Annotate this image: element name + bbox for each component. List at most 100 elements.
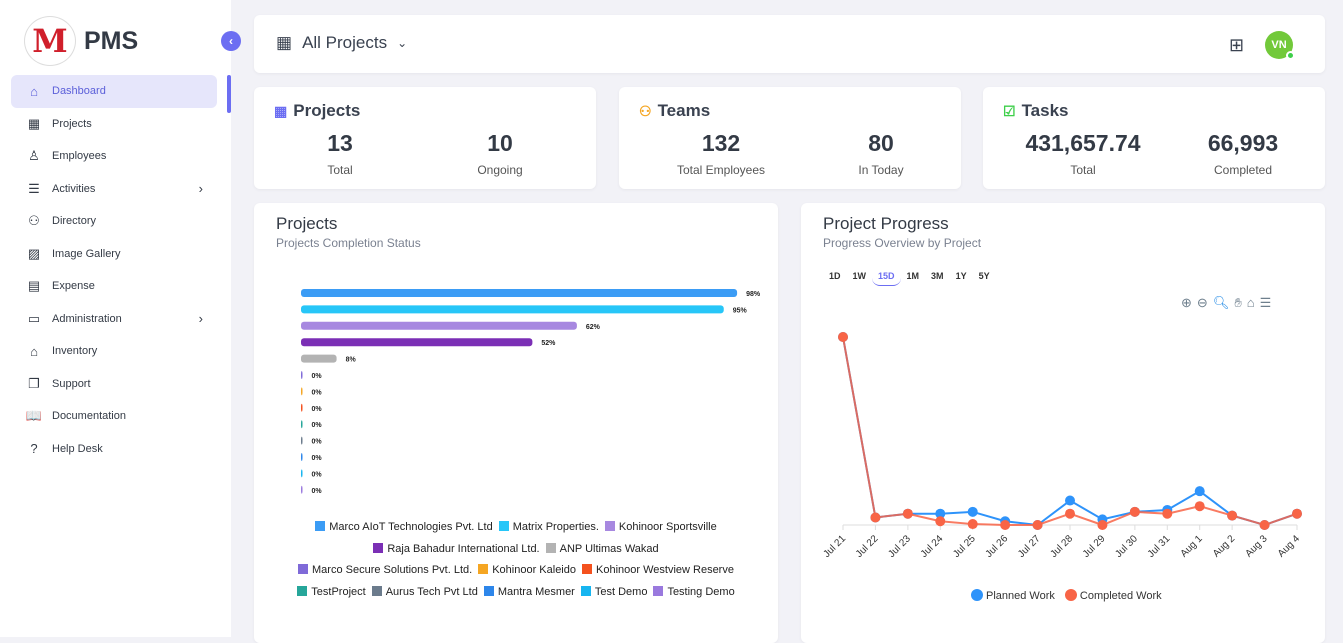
sidebar-nav: ⌂ Dashboard ▦ Projects ♙ Employees ☰ Activities…: [11, 75, 217, 465]
legend-label: Matrix Properties.: [512, 521, 599, 533]
data-point[interactable]: [838, 332, 848, 342]
data-point[interactable]: [1259, 520, 1270, 530]
range-1y[interactable]: 1Y: [955, 271, 967, 281]
sidebar-item-label: Support: [52, 377, 91, 390]
legend-item[interactable]: Kohinoor Kaleido: [478, 560, 576, 582]
data-point[interactable]: [902, 508, 913, 519]
reset-home-icon[interactable]: ⌂: [1246, 295, 1255, 310]
sidebar-item-label: Employees: [52, 150, 107, 163]
users-icon: ⚇: [28, 213, 40, 229]
data-point[interactable]: [1065, 508, 1075, 519]
data-point[interactable]: [1032, 520, 1043, 530]
bar[interactable]: [301, 321, 577, 330]
legend-item[interactable]: Marco AIoT Technologies Pvt. Ltd: [315, 517, 493, 539]
bar[interactable]: [301, 289, 738, 297]
sidebar-item-image-gallery[interactable]: ▨ Image Gallery: [11, 238, 217, 271]
bar[interactable]: [301, 403, 303, 412]
projects-stat-card: ▦ Projects 13 Total 10 Ongoing: [254, 87, 596, 189]
bar[interactable]: [301, 469, 303, 478]
data-point[interactable]: [1129, 506, 1140, 517]
legend-item[interactable]: Aurus Tech Pvt Ltd: [371, 582, 478, 604]
bar-data-label: 8%: [346, 357, 357, 364]
sidebar-item-directory[interactable]: ⚇ Directory: [11, 205, 217, 238]
legend-swatch: [483, 585, 494, 596]
data-point[interactable]: [967, 519, 978, 530]
data-point[interactable]: [1065, 495, 1075, 506]
data-point[interactable]: [1097, 520, 1108, 530]
legend-item[interactable]: Matrix Properties.: [498, 517, 599, 539]
bar[interactable]: [301, 436, 303, 445]
data-point[interactable]: [967, 506, 978, 517]
bar[interactable]: [301, 485, 303, 494]
range-1m[interactable]: 1M: [906, 271, 920, 281]
range-1w[interactable]: 1W: [852, 271, 867, 281]
data-point[interactable]: [1292, 508, 1302, 519]
projects-completion-panel: Projects Projects Completion Status 98% 9…: [254, 203, 778, 643]
sidebar-item-dashboard[interactable]: ⌂ Dashboard: [11, 75, 217, 108]
x-tick-label: Jul 22: [854, 533, 881, 560]
sidebar-item-label: Help Desk: [52, 442, 103, 455]
menu-icon[interactable]: ☰: [1259, 295, 1272, 310]
sidebar-item-expense[interactable]: ▤ Expense: [11, 270, 217, 303]
avatar[interactable]: VN: [1265, 31, 1295, 60]
zoom-out-icon[interactable]: ⊖: [1196, 295, 1208, 310]
legend-item[interactable]: Test Demo: [580, 582, 647, 604]
data-point[interactable]: [1162, 508, 1173, 519]
legend-item[interactable]: Marco Secure Solutions Pvt. Ltd.: [298, 560, 472, 582]
legend-item[interactable]: Kohinoor Westview Reserve: [582, 560, 734, 582]
sidebar-item-support[interactable]: ❐ Support: [11, 368, 217, 401]
bar[interactable]: [301, 371, 303, 379]
legend-item[interactable]: TestProject: [297, 582, 366, 604]
sidebar-item-help-desk[interactable]: ? Help Desk: [11, 433, 217, 466]
bar[interactable]: [301, 338, 533, 347]
apps-grid-icon[interactable]: ⊞: [1229, 35, 1245, 55]
sidebar-item-activities[interactable]: ☰ Activities ›: [11, 173, 217, 206]
zoom-in-icon[interactable]: ⊕: [1181, 295, 1192, 310]
data-point[interactable]: [1227, 510, 1238, 521]
selection-zoom-icon[interactable]: 🔍︎: [1212, 295, 1230, 310]
data-point[interactable]: [935, 516, 946, 527]
bar[interactable]: [301, 354, 337, 363]
legend-item[interactable]: Raja Bahadur International Ltd.: [373, 539, 540, 561]
home-icon: ⌂: [30, 83, 38, 99]
stat-value: 80: [868, 130, 894, 156]
data-point[interactable]: [1194, 486, 1205, 497]
range-5y[interactable]: 5Y: [978, 271, 990, 281]
sidebar-item-inventory[interactable]: ⌂ Inventory: [11, 335, 217, 368]
legend-swatch: [580, 585, 591, 596]
bar-data-label: 62%: [586, 324, 601, 331]
legend-item[interactable]: Testing Demo: [653, 582, 735, 604]
project-selector[interactable]: ▦ All Projects ⌄: [276, 33, 407, 53]
card-title: Teams: [657, 101, 711, 120]
sidebar-item-employees[interactable]: ♙ Employees: [11, 140, 217, 173]
bar[interactable]: [301, 305, 724, 314]
data-point[interactable]: [1194, 501, 1205, 512]
bar-data-label: 0%: [312, 406, 323, 413]
range-15d[interactable]: 15D: [872, 269, 901, 286]
x-tick-label: Jul 31: [1146, 533, 1173, 560]
bar-data-label: 0%: [312, 488, 323, 495]
sidebar-item-projects[interactable]: ▦ Projects: [11, 108, 217, 141]
bar-data-label: 0%: [312, 471, 323, 478]
chart-toolbar: ⊕ ⊖ 🔍︎ ✋︎ ⌂ ☰: [1181, 295, 1271, 311]
chevron-right-icon: ›: [198, 181, 203, 197]
legend-item[interactable]: Mantra Mesmer: [483, 582, 575, 604]
legend-item[interactable]: ANP Ultimas Wakad: [545, 539, 659, 561]
chevron-right-icon: ›: [198, 311, 203, 327]
legend-item[interactable]: Completed Work: [1064, 589, 1162, 602]
legend-label: Aurus Tech Pvt Ltd: [385, 585, 478, 598]
bar[interactable]: [301, 420, 303, 429]
legend-item[interactable]: Planned Work: [971, 589, 1055, 602]
sidebar-item-documentation[interactable]: 📖 Documentation: [11, 400, 217, 433]
data-point[interactable]: [1000, 520, 1011, 530]
sidebar-item-administration[interactable]: ▭ Administration ›: [11, 303, 217, 336]
range-1d[interactable]: 1D: [829, 271, 841, 281]
collapse-sidebar-button[interactable]: ‹: [221, 31, 241, 51]
bar[interactable]: [301, 453, 303, 461]
data-point[interactable]: [935, 508, 946, 519]
range-3m[interactable]: 3M: [931, 271, 944, 281]
bar[interactable]: [301, 387, 303, 396]
pan-hand-icon[interactable]: ✋︎: [1234, 295, 1242, 310]
legend-item[interactable]: Kohinoor Sportsville: [604, 517, 717, 539]
data-point[interactable]: [870, 512, 881, 523]
